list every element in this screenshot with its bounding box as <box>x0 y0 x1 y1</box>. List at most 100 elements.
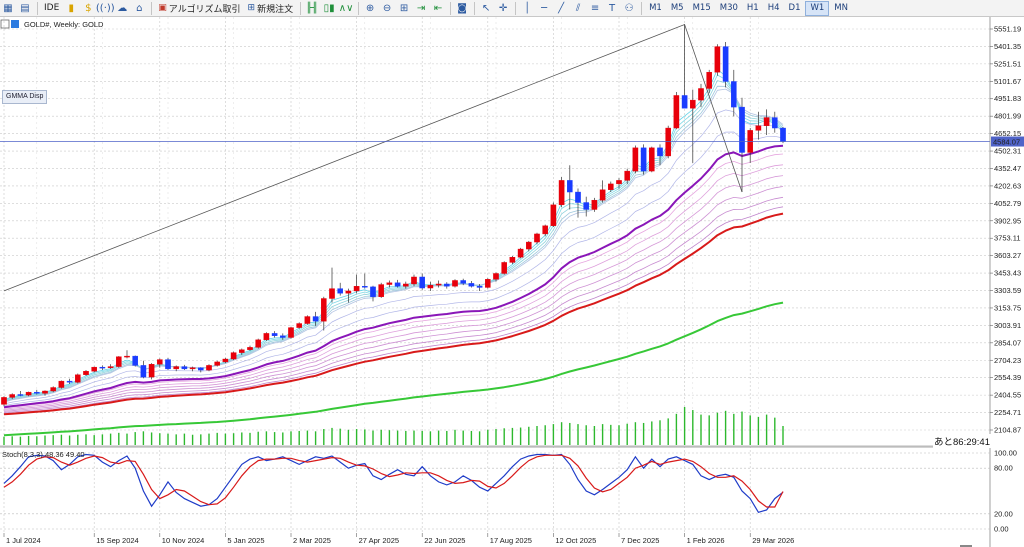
candle-body <box>362 286 368 288</box>
gmma-indicator-label[interactable]: GMMA Disp <box>2 90 48 104</box>
candle-body <box>58 380 65 388</box>
candle-body <box>25 391 32 396</box>
gmma-long-line <box>3 164 784 410</box>
candle-body <box>403 283 409 287</box>
candle-body <box>599 189 606 201</box>
autoscroll-icon[interactable]: ⇥ <box>416 2 426 14</box>
price-axis-label: 5401.35 <box>994 42 1021 51</box>
vps-icon[interactable]: ⌂ <box>136 2 143 14</box>
subwindow-separator <box>0 445 990 447</box>
candle-body <box>50 387 56 392</box>
profiles-icon[interactable]: ▤ <box>20 2 30 14</box>
stoch-axis-label: 100.00 <box>994 449 1017 458</box>
candle-body <box>435 283 442 286</box>
trend-line-icon[interactable]: ╱ <box>558 2 565 14</box>
algo-trading-button-label: アルゴリズム取引 <box>168 4 241 15</box>
cloud-icon[interactable]: ☁ <box>117 2 128 14</box>
ide-button[interactable]: IDE <box>41 1 62 16</box>
time-axis-label: 10 Nov 2024 <box>162 536 205 545</box>
new-order-button[interactable]: ⊞ 新規注文 <box>245 1 297 16</box>
new-chart-icon[interactable]: ▦ <box>3 2 13 14</box>
cursor-icon[interactable]: ↖ <box>481 2 491 14</box>
candle-body <box>485 279 491 288</box>
toolbar-separator <box>358 1 360 15</box>
candle-body <box>681 95 688 109</box>
timeframe-d1[interactable]: D1 <box>788 3 801 13</box>
shapes-icon[interactable]: ⚇ <box>624 2 634 14</box>
zoom-in-icon[interactable]: ⊕ <box>365 2 375 14</box>
timeframe-h1[interactable]: H1 <box>746 3 759 13</box>
time-axis-label: 12 Oct 2025 <box>555 536 596 545</box>
price-axis-label: 2704.23 <box>994 356 1021 365</box>
price-axis-label: 3753.11 <box>994 234 1021 243</box>
price-axis-label: 4502.31 <box>994 147 1021 156</box>
gmma-short-line <box>3 131 784 407</box>
candle-body <box>608 183 614 190</box>
crosshair-icon[interactable]: ✛ <box>498 2 508 14</box>
timeframe-h4[interactable]: H4 <box>767 3 780 13</box>
candle-body <box>722 46 729 82</box>
algo-trading-icon: ▣ <box>158 3 167 13</box>
scroll-marker[interactable] <box>960 545 972 547</box>
timeframe-m30[interactable]: M30 <box>719 3 738 13</box>
candle-body <box>419 276 426 289</box>
time-axis-label: 1 Jul 2024 <box>6 536 41 545</box>
algo-trading-button[interactable]: ▣ アルゴリズム取引 <box>155 1 243 16</box>
timeframe-mn[interactable]: MN <box>834 3 848 13</box>
candle-body <box>657 147 663 157</box>
candle-body <box>394 282 401 287</box>
candle-body <box>124 355 130 358</box>
timeframe-m5[interactable]: M5 <box>670 3 684 13</box>
symbol-chart-icon <box>11 20 19 28</box>
candle-body <box>714 46 721 73</box>
price-axis-label: 3153.75 <box>994 303 1021 312</box>
candle-chart-icon[interactable]: ▯▮ <box>323 2 335 14</box>
time-axis-label: 15 Sep 2024 <box>96 536 139 545</box>
candle-body <box>673 95 680 129</box>
candle-body <box>509 256 516 263</box>
stoch-main-line <box>3 453 784 514</box>
candle-body <box>42 390 48 394</box>
candle-body <box>74 374 81 383</box>
channel-icon[interactable]: ⫽ <box>575 2 581 14</box>
timeframe-m15[interactable]: M15 <box>692 3 711 13</box>
gmma-long-line <box>3 186 784 412</box>
bar-chart-icon[interactable]: ╟╢ <box>306 2 319 14</box>
chart-shift-icon[interactable]: ⇤ <box>433 2 443 14</box>
candle-body <box>296 323 303 328</box>
candle-body <box>91 366 97 372</box>
tile-icon[interactable]: ⊞ <box>399 2 409 14</box>
time-axis-label: 17 Aug 2025 <box>490 536 532 545</box>
vertical-line-icon[interactable]: │ <box>524 2 531 14</box>
gmma-long-line <box>3 153 784 409</box>
zoom-out-icon[interactable]: ⊖ <box>382 2 392 14</box>
candle-body <box>780 127 786 142</box>
text-icon[interactable]: T <box>609 2 616 14</box>
candle-body <box>288 327 294 338</box>
market-watch-icon[interactable]: $ <box>85 2 92 14</box>
candle-body <box>493 273 499 280</box>
fibonacci-icon[interactable]: ≡ <box>590 2 600 14</box>
candle-body <box>591 199 598 210</box>
horizontal-line-icon[interactable]: ─ <box>541 2 548 14</box>
strategy-tester-icon[interactable]: ▮ <box>68 2 75 14</box>
candle-body <box>755 125 762 131</box>
screenshot-icon[interactable]: ◙ <box>457 2 467 14</box>
candle-body <box>386 282 393 285</box>
signals-icon[interactable]: ((·)) <box>95 2 115 14</box>
candle-body <box>148 364 155 378</box>
chart-area[interactable]: 5551.19 5401.35 5251.51 5101.67 4951.83 4801.… <box>0 17 1024 547</box>
stoch-header: Stoch(8,3,3) 48.36 49.40 <box>2 450 85 459</box>
timeframe-w1[interactable]: W1 <box>805 0 830 16</box>
ide-button-label: IDE <box>44 3 60 13</box>
candle-body <box>550 204 557 226</box>
line-chart-icon[interactable]: ∧∨ <box>338 2 354 14</box>
timeframe-m1[interactable]: M1 <box>649 3 662 13</box>
candle-body <box>632 147 639 172</box>
candle-body <box>165 359 171 370</box>
toolbar-separator <box>37 1 38 15</box>
candle-body <box>247 347 253 350</box>
price-axis-label: 3603.27 <box>994 251 1021 260</box>
time-axis-label: 2 Mar 2025 <box>293 536 331 545</box>
candle-body <box>706 71 712 89</box>
